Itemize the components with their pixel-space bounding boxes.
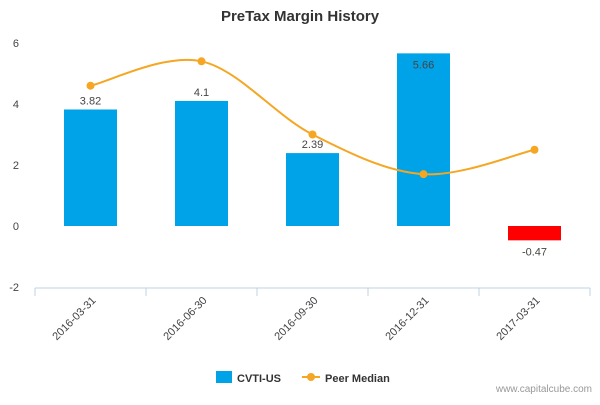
credit-text: www.capitalcube.com <box>495 384 592 395</box>
bar-value-label: 5.66 <box>413 59 434 71</box>
y-tick-label: -2 <box>9 282 19 294</box>
peer-median-point-2017-03-31 <box>530 145 539 154</box>
peer-median-point-2016-03-31 <box>86 81 95 90</box>
data-labels: 3.82 4.1 2.39 5.66 -0.47 <box>80 59 547 258</box>
bar-value-label: 3.82 <box>80 95 101 107</box>
legend-label-bar: CVTI-US <box>237 373 281 385</box>
legend-label-line: Peer Median <box>325 373 390 385</box>
x-tick-label: 2016-06-30 <box>161 295 209 343</box>
x-tick-label: 2016-12-31 <box>383 295 431 343</box>
x-tick-label: 2017-03-31 <box>494 295 542 343</box>
bar-value-label: 2.39 <box>302 139 323 151</box>
legend-swatch-bar <box>216 371 232 383</box>
peer-median-point-2016-06-30 <box>197 57 206 66</box>
x-tick-label: 2016-03-31 <box>50 295 98 343</box>
x-tick-label: 2016-09-30 <box>272 295 320 343</box>
y-tick-label: 6 <box>13 38 19 50</box>
bar-2017-03-31 <box>508 226 561 241</box>
bar-value-label: -0.47 <box>522 246 547 258</box>
bar-2016-12-31 <box>397 53 450 227</box>
bar-2016-09-30 <box>286 153 339 226</box>
bar-value-label: 4.1 <box>194 87 209 99</box>
y-tick-label: 2 <box>13 160 19 172</box>
legend-item-line: Peer Median <box>302 373 390 385</box>
peer-median-point-2016-09-30 <box>308 130 317 139</box>
y-tick-label: 4 <box>13 99 19 111</box>
peer-median-point-2016-12-31 <box>419 170 428 179</box>
bar-2016-03-31 <box>64 109 117 226</box>
legend-marker-line <box>307 373 315 381</box>
x-axis: 2016-03-31 2016-06-30 2016-09-30 2016-12-31… <box>34 287 591 343</box>
bar-2016-06-30 <box>175 100 228 226</box>
chart-title: PreTax Margin History <box>221 8 380 25</box>
bar-series <box>64 53 561 241</box>
legend-item-bar: CVTI-US <box>216 371 281 385</box>
y-tick-label: 0 <box>13 221 19 233</box>
y-axis: 6 4 2 0 -2 <box>9 38 19 294</box>
line-series <box>86 57 539 179</box>
legend[interactable]: CVTI-US Peer Median <box>216 371 390 385</box>
